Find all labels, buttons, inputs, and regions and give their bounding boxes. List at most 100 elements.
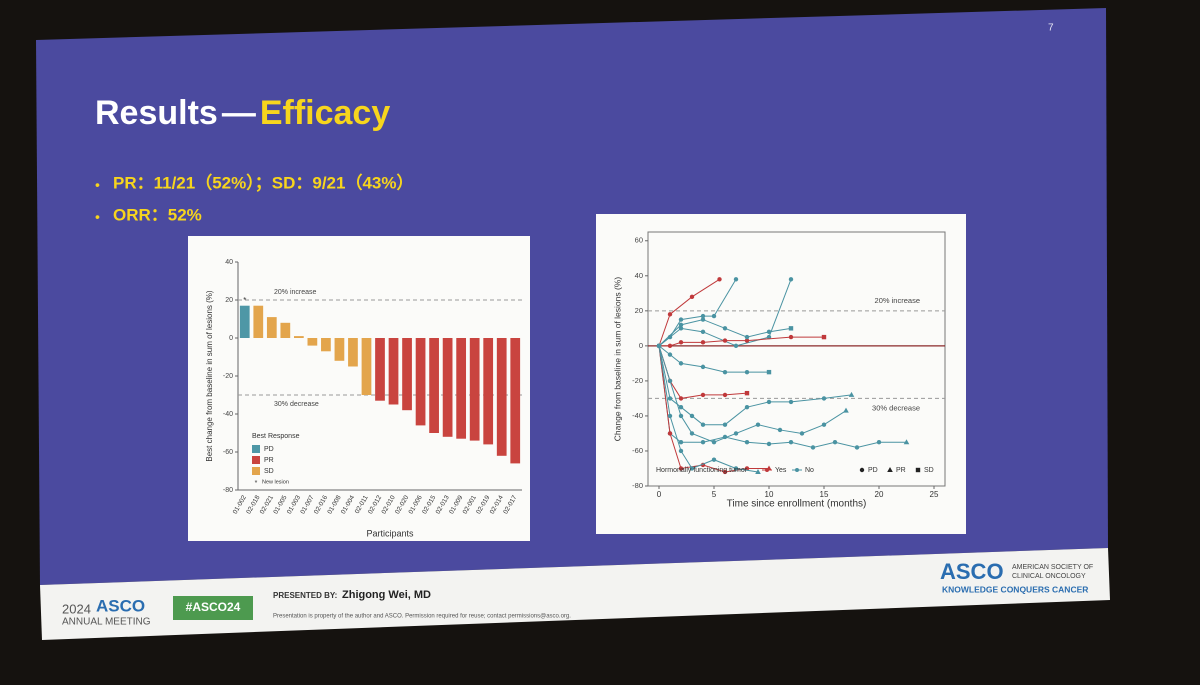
y-tick-label: -60: [632, 446, 643, 455]
y-tick-label: 40: [635, 271, 643, 280]
bar: [361, 338, 372, 395]
legend-title: Hormonally functioning tumor: [656, 467, 748, 474]
point: [700, 422, 706, 427]
point: [656, 343, 662, 349]
slide-number: 7: [1048, 23, 1054, 34]
bullet: PR：11/21（52%）；SD：9/21（43%）: [113, 172, 413, 192]
bullet-dot: •: [95, 177, 100, 193]
point: [766, 441, 772, 447]
y-tick-label: -60: [223, 449, 233, 456]
point: [788, 277, 794, 282]
point: [766, 334, 772, 340]
x-tick-label: 20: [875, 490, 884, 499]
bar: [429, 338, 439, 433]
reference-label: 20% increase: [875, 296, 920, 305]
bar: [239, 305, 250, 338]
point: [832, 440, 838, 445]
point: [903, 439, 910, 445]
point: [788, 326, 794, 331]
y-tick-label: 0: [229, 335, 233, 342]
point: [744, 390, 750, 396]
point: [678, 440, 684, 445]
point: [777, 427, 783, 433]
point: [733, 431, 739, 436]
y-axis-label: Change from baseline in sum of lesions (…: [612, 277, 622, 442]
point: [848, 391, 855, 397]
org-logo: ASCO: [940, 559, 1004, 584]
point: [700, 317, 706, 322]
bar: [469, 338, 480, 441]
bar: [375, 338, 385, 401]
disclaimer: Presentation is property of the author a…: [273, 614, 571, 620]
point: [722, 469, 728, 475]
new-lesion-marker: *: [243, 296, 246, 305]
point: [689, 294, 695, 300]
point: [667, 352, 673, 357]
point: [711, 457, 717, 462]
bar: [266, 317, 277, 338]
meeting-logo: ASCO: [96, 596, 145, 615]
bar: [402, 338, 412, 411]
y-axis-label: Best change from baseline in sum of lesi…: [205, 290, 214, 462]
legend-label: Yes: [775, 467, 787, 474]
bar: [253, 305, 264, 338]
legend-swatch: [252, 445, 260, 453]
legend-label: New lesion: [262, 479, 289, 485]
point: [667, 413, 673, 419]
point: [744, 404, 750, 410]
point: [876, 440, 882, 445]
legend-label: PR: [896, 467, 906, 474]
footer-bar: [40, 548, 1110, 640]
legend-swatch: [252, 467, 260, 475]
legend-dot: [795, 468, 799, 472]
point: [799, 431, 805, 436]
point: [717, 277, 722, 282]
point: [722, 326, 728, 331]
point: [821, 396, 827, 401]
point: [711, 313, 717, 319]
point: [700, 440, 706, 445]
bar: [442, 338, 453, 437]
x-tick-label: 15: [820, 490, 829, 499]
point: [678, 404, 684, 410]
series-line: [658, 278, 720, 347]
y-tick-label: -80: [223, 487, 233, 494]
y-tick-label: 20: [225, 297, 233, 304]
presented-by: PRESENTED BY:: [273, 591, 337, 600]
point: [744, 334, 750, 340]
point: [744, 369, 750, 375]
point: [722, 392, 728, 398]
point: [700, 313, 706, 319]
point: [788, 440, 794, 445]
point: [788, 399, 794, 405]
point: [678, 448, 684, 454]
point: [678, 340, 684, 345]
reference-label: 20% increase: [274, 289, 317, 296]
point: [733, 343, 739, 349]
point: [755, 422, 761, 427]
y-tick-label: -20: [632, 376, 643, 385]
x-axis-label: Time since enrollment (months): [727, 499, 867, 510]
point: [744, 338, 750, 343]
point: [689, 413, 695, 419]
legend-shape: [915, 467, 921, 473]
bar: [415, 338, 426, 426]
legend-shape: [887, 467, 893, 472]
y-tick-label: 20: [635, 306, 643, 315]
hashtag-box: [173, 596, 253, 620]
point: [843, 407, 849, 413]
point: [755, 468, 761, 474]
x-tick-label: 10: [765, 490, 774, 499]
legend-label: SD: [264, 468, 274, 475]
bullet: ORR：52%: [113, 205, 202, 224]
point: [722, 422, 728, 427]
bar: [483, 338, 494, 445]
point: [678, 317, 684, 322]
point: [700, 364, 706, 370]
title-highlight: Efficacy: [260, 94, 390, 132]
bar: [280, 322, 291, 338]
bar: [456, 338, 467, 439]
bar: [307, 338, 318, 346]
y-tick-label: 60: [635, 236, 643, 245]
